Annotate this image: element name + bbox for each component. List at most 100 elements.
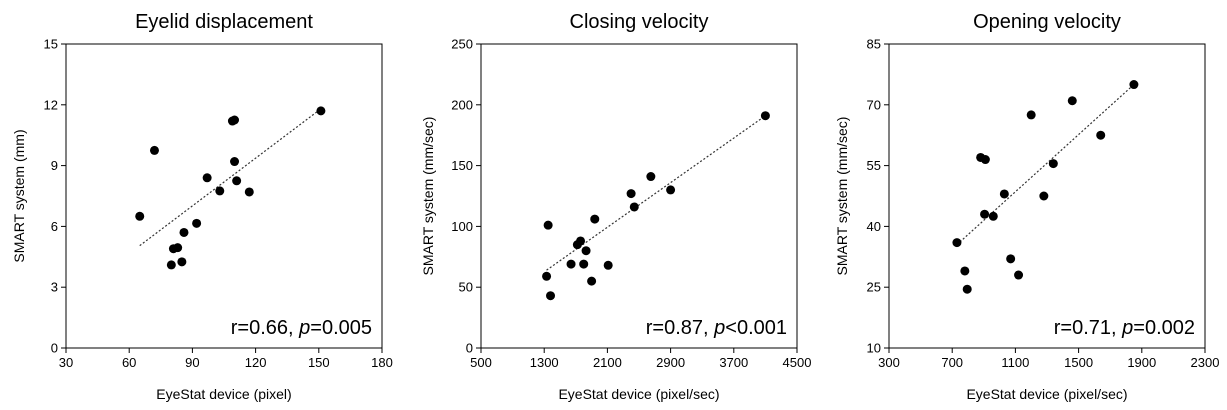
x-tick-label: 300 bbox=[878, 355, 900, 370]
y-tick-label: 250 bbox=[451, 37, 473, 52]
y-tick-label: 12 bbox=[44, 97, 58, 112]
data-point bbox=[1048, 159, 1058, 169]
y-tick-label: 0 bbox=[466, 341, 473, 356]
chart-title: Closing velocity bbox=[570, 11, 709, 33]
tick-layer: 500 1300 2100 2900 3700 4500 0 50 100 150 200 250 bbox=[451, 37, 811, 371]
data-point bbox=[1026, 110, 1036, 120]
data-point bbox=[579, 259, 589, 269]
data-point bbox=[166, 260, 176, 270]
y-tick-label: 3 bbox=[51, 280, 58, 295]
data-point bbox=[135, 211, 145, 221]
x-tick-label: 2300 bbox=[1191, 355, 1220, 370]
chart-panel-opening-velocity: Opening velocity 300 700 1100 1500 1900 2300 1… bbox=[834, 11, 1219, 402]
y-axis-label: SMART system (mm/sec) bbox=[420, 117, 436, 276]
data-point bbox=[1006, 254, 1016, 264]
y-tick-label: 150 bbox=[451, 158, 473, 173]
data-point bbox=[581, 246, 591, 256]
stat-p-value: <0.001 bbox=[725, 317, 787, 339]
data-point bbox=[988, 211, 998, 221]
chart-title: Eyelid displacement bbox=[135, 11, 313, 33]
x-axis-label: EyeStat device (pixel/sec) bbox=[558, 386, 719, 402]
x-tick-label: 3700 bbox=[719, 355, 748, 370]
data-point bbox=[316, 106, 326, 116]
data-point bbox=[666, 185, 676, 195]
trendline bbox=[956, 84, 1135, 246]
data-point bbox=[603, 260, 613, 270]
correlation-stat: r=0.71, p=0.002 bbox=[1054, 317, 1195, 339]
data-point bbox=[177, 257, 187, 267]
x-axis-label: EyeStat device (pixel) bbox=[156, 386, 291, 402]
points-layer bbox=[135, 106, 326, 270]
data-point bbox=[980, 155, 990, 165]
x-tick-label: 30 bbox=[59, 355, 73, 370]
x-tick-label: 180 bbox=[371, 355, 393, 370]
y-tick-label: 85 bbox=[867, 37, 881, 52]
y-tick-label: 10 bbox=[867, 341, 881, 356]
tick-layer: 300 700 1100 1500 1900 2300 10 25 40 55 70 85 bbox=[867, 37, 1220, 371]
x-tick-label: 60 bbox=[122, 355, 136, 370]
stat-r: r=0.87, bbox=[646, 317, 714, 339]
points-layer bbox=[542, 111, 770, 301]
y-tick-label: 6 bbox=[51, 219, 58, 234]
stat-p-symbol: p bbox=[298, 317, 310, 339]
stat-r: r=0.66, bbox=[231, 317, 299, 339]
chart-panel-closing-velocity: Closing velocity 500 1300 2100 2900 3700 4500… bbox=[420, 11, 811, 402]
x-tick-label: 1900 bbox=[1127, 355, 1156, 370]
x-tick-label: 4500 bbox=[783, 355, 812, 370]
y-tick-label: 15 bbox=[44, 37, 58, 52]
x-tick-label: 2100 bbox=[593, 355, 622, 370]
data-point bbox=[646, 172, 656, 182]
data-point bbox=[215, 186, 225, 196]
y-tick-label: 100 bbox=[451, 219, 473, 234]
data-point bbox=[542, 271, 552, 281]
y-tick-label: 200 bbox=[451, 97, 473, 112]
data-point bbox=[230, 115, 240, 125]
x-tick-label: 120 bbox=[245, 355, 267, 370]
data-point bbox=[232, 176, 242, 186]
correlation-stat: r=0.66, p=0.005 bbox=[231, 317, 372, 339]
x-tick-label: 90 bbox=[185, 355, 199, 370]
y-tick-label: 25 bbox=[867, 280, 881, 295]
chart-panel-eyelid-displacement: Eyelid displacement 30 60 90 120 150 180 0 3 6 9 1… bbox=[11, 11, 393, 402]
data-point bbox=[1067, 96, 1077, 106]
x-tick-label: 2900 bbox=[656, 355, 685, 370]
stat-p-symbol: p bbox=[713, 317, 725, 339]
y-tick-label: 9 bbox=[51, 158, 58, 173]
stat-p-symbol: p bbox=[1121, 317, 1133, 339]
data-point bbox=[980, 209, 990, 219]
data-point bbox=[960, 266, 970, 276]
data-point bbox=[192, 218, 202, 228]
y-axis-label: SMART system (mm/sec) bbox=[834, 117, 850, 276]
data-point bbox=[1096, 130, 1106, 140]
x-tick-label: 1300 bbox=[530, 355, 559, 370]
y-tick-label: 40 bbox=[867, 219, 881, 234]
x-tick-label: 1100 bbox=[1001, 355, 1029, 370]
data-point bbox=[760, 111, 770, 121]
y-tick-label: 55 bbox=[867, 158, 881, 173]
data-point bbox=[179, 227, 189, 237]
data-point bbox=[566, 259, 576, 269]
x-tick-label: 1500 bbox=[1064, 355, 1093, 370]
stat-p-value: =0.002 bbox=[1133, 317, 1195, 339]
data-point bbox=[173, 243, 183, 253]
data-point bbox=[629, 202, 639, 212]
data-point bbox=[590, 214, 600, 224]
data-point bbox=[543, 220, 553, 230]
data-point bbox=[962, 284, 972, 294]
data-point bbox=[1014, 270, 1024, 280]
plot-frame bbox=[888, 43, 1206, 349]
plot-frame bbox=[65, 43, 383, 349]
data-point bbox=[202, 173, 212, 183]
data-point bbox=[1039, 191, 1049, 201]
stat-r: r=0.71, bbox=[1054, 317, 1122, 339]
plot-frame bbox=[480, 43, 798, 349]
y-tick-label: 0 bbox=[51, 341, 58, 356]
points-layer bbox=[952, 80, 1139, 294]
data-point bbox=[999, 189, 1009, 199]
x-tick-label: 150 bbox=[308, 355, 330, 370]
data-point bbox=[546, 291, 556, 301]
y-tick-label: 50 bbox=[459, 280, 473, 295]
y-tick-label: 70 bbox=[867, 97, 881, 112]
data-point bbox=[244, 187, 254, 197]
stat-p-value: =0.005 bbox=[310, 317, 372, 339]
